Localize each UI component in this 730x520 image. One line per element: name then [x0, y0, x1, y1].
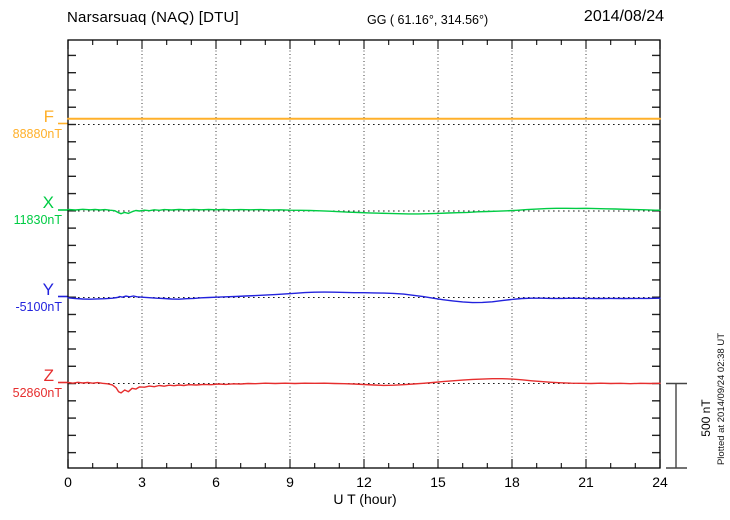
- series-letter-F: F: [43, 106, 54, 126]
- plotted-at-timestamp: Plotted at 2014/09/24 02:38 UT: [716, 332, 727, 466]
- trace-Y: [67, 291, 661, 304]
- x-tick-label-12: 12: [356, 474, 372, 490]
- geographic-coordinates: GG ( 61.16°, 314.56°): [367, 13, 489, 27]
- scale-bar-label: 500 nT: [699, 399, 713, 437]
- x-tick-label-21: 21: [578, 474, 594, 490]
- x-tick-label-9: 9: [286, 474, 294, 490]
- page-title: Narsarsuaq (NAQ) [DTU]: [67, 9, 239, 26]
- plot-frame: [67, 39, 661, 469]
- observation-date: 2014/08/24: [583, 8, 664, 25]
- x-tick-label-18: 18: [504, 474, 520, 490]
- series-letter-Z: Z: [43, 365, 54, 385]
- series-baseline-value-X: 11830nT: [13, 213, 62, 227]
- trace-X: [67, 207, 661, 215]
- series-baseline-value-Y: -5100nT: [15, 299, 62, 314]
- series-letter-Y: Y: [42, 279, 54, 299]
- series-label-X: X 11830nT: [0, 194, 62, 227]
- x-tick-label-0: 0: [64, 474, 72, 490]
- trace-Z: [67, 378, 661, 394]
- series-label-Z: Z 52860nT: [0, 367, 62, 400]
- x-tick-label-3: 3: [138, 474, 146, 490]
- series-label-Y: Y -5100nT: [0, 281, 62, 314]
- x-axis-label: U T (hour): [333, 491, 397, 507]
- x-tick-label-6: 6: [212, 474, 220, 490]
- series-baseline-value-F: 88880nT: [12, 126, 62, 141]
- series-baseline-value-Z: 52860nT: [12, 385, 62, 400]
- x-tick-label-15: 15: [430, 474, 446, 490]
- x-tick-label-24: 24: [652, 474, 668, 490]
- series-letter-X: X: [42, 193, 54, 212]
- series-label-F: F 88880nT: [0, 108, 62, 141]
